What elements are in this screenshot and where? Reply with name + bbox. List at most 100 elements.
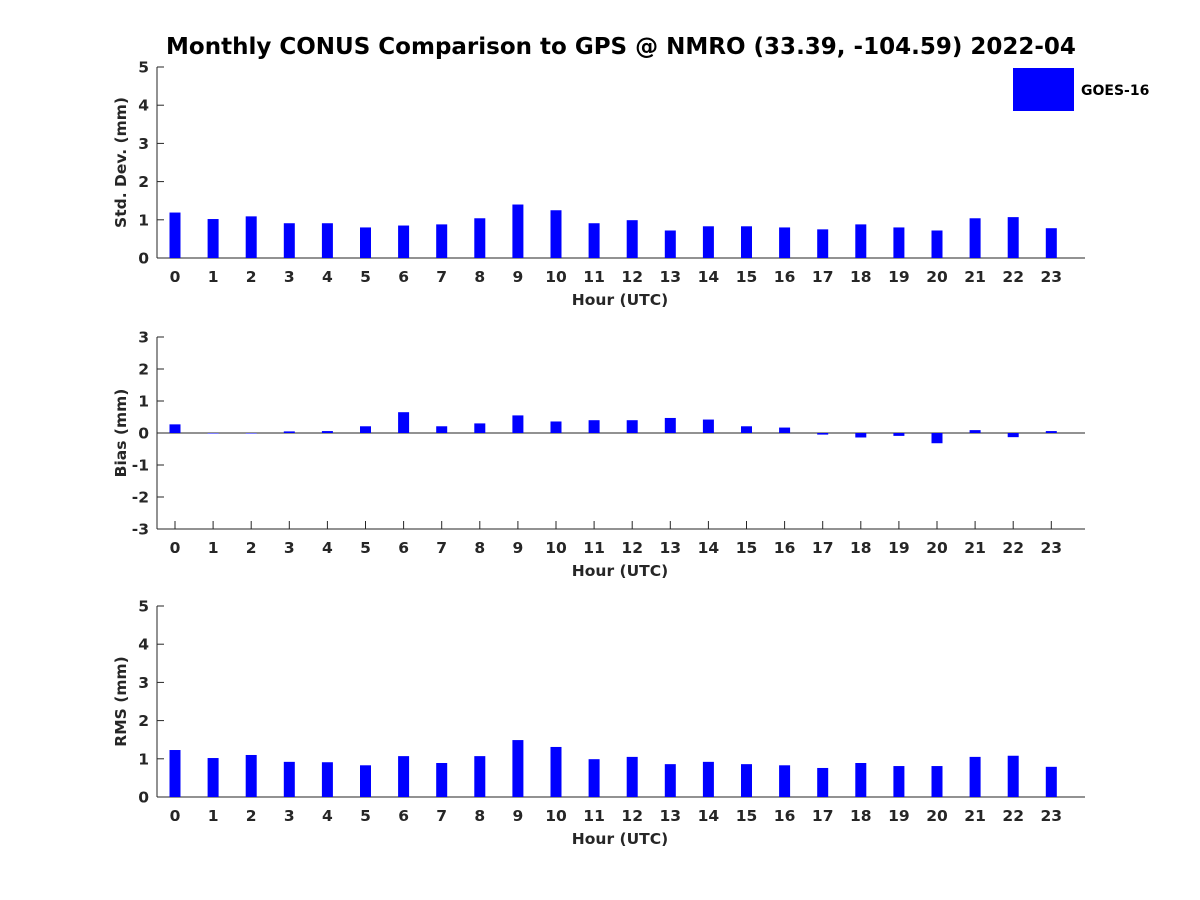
bar-hour-7 — [436, 224, 448, 258]
bar-hour-18 — [855, 224, 867, 258]
y-tick-label: 2 — [138, 361, 149, 379]
x-tick-label: 21 — [964, 539, 986, 557]
bar-hour-4 — [321, 762, 333, 797]
bar-hour-19 — [893, 766, 905, 797]
bar-hour-22 — [1007, 755, 1019, 797]
x-tick-label: 10 — [545, 268, 567, 286]
x-tick-label: 20 — [926, 539, 948, 557]
x-tick-label: 7 — [436, 539, 447, 557]
bar-hour-14 — [702, 419, 714, 433]
y-tick-label: -1 — [132, 457, 149, 475]
bar-hour-9 — [512, 415, 524, 433]
x-tick-label: 12 — [621, 807, 643, 825]
x-tick-label: 17 — [812, 807, 834, 825]
bar-hour-6 — [398, 412, 410, 433]
x-tick-label: 3 — [284, 268, 295, 286]
y-tick-label: 5 — [138, 598, 149, 616]
bar-hour-8 — [474, 218, 486, 258]
y-tick-label: 3 — [138, 135, 149, 153]
x-tick-label: 5 — [360, 539, 371, 557]
x-tick-label: 2 — [246, 807, 257, 825]
x-tick-label: 21 — [964, 807, 986, 825]
x-tick-label: 11 — [583, 807, 605, 825]
x-tick-label: 12 — [621, 268, 643, 286]
bar-hour-6 — [398, 756, 410, 797]
x-tick-label: 11 — [583, 268, 605, 286]
bar-hour-5 — [360, 426, 371, 433]
bar-hour-20 — [931, 230, 943, 258]
x-tick-label: 1 — [208, 807, 219, 825]
bar-hour-17 — [817, 229, 829, 258]
bar-hour-8 — [474, 423, 486, 433]
x-tick-label: 20 — [926, 268, 948, 286]
bar-hour-16 — [779, 227, 791, 258]
x-tick-label: 15 — [736, 539, 758, 557]
x-tick-label: 18 — [850, 539, 872, 557]
bar-hour-6 — [398, 225, 410, 258]
x-tick-label: 23 — [1041, 539, 1063, 557]
x-tick-label: 10 — [545, 807, 567, 825]
x-axis-label: Hour (UTC) — [572, 291, 668, 309]
x-tick-label: 18 — [850, 268, 872, 286]
x-tick-label: 6 — [398, 807, 409, 825]
x-tick-label: 23 — [1041, 268, 1063, 286]
bar-hour-10 — [550, 210, 562, 258]
bar-hour-15 — [741, 226, 752, 258]
bar-hour-13 — [664, 230, 676, 258]
y-tick-label: 1 — [138, 750, 149, 768]
x-tick-label: 22 — [1002, 268, 1024, 286]
y-tick-label: 3 — [138, 674, 149, 692]
y-tick-label: 4 — [138, 97, 149, 115]
x-tick-label: 9 — [513, 807, 524, 825]
bar-hour-3 — [283, 223, 295, 258]
x-tick-label: 9 — [513, 539, 524, 557]
x-tick-label: 14 — [698, 268, 720, 286]
x-tick-label: 22 — [1002, 539, 1024, 557]
y-tick-label: -3 — [132, 521, 149, 539]
y-tick-label: 1 — [138, 211, 149, 229]
y-axis-label: Std. Dev. (mm) — [112, 97, 130, 228]
x-tick-label: 5 — [360, 268, 371, 286]
bar-hour-2 — [245, 433, 257, 434]
bar-hour-23 — [1045, 431, 1057, 433]
x-tick-label: 0 — [170, 268, 181, 286]
x-tick-label: 7 — [436, 807, 447, 825]
bar-hour-21 — [969, 756, 981, 797]
x-tick-label: 2 — [246, 268, 257, 286]
bar-hour-12 — [626, 220, 638, 258]
bar-hour-23 — [1045, 766, 1057, 797]
x-tick-label: 3 — [284, 539, 295, 557]
bar-hour-1 — [207, 433, 219, 434]
bar-hour-21 — [969, 218, 981, 258]
bar-hour-12 — [626, 420, 638, 433]
y-tick-label: 0 — [138, 425, 149, 443]
bar-hour-13 — [664, 417, 676, 433]
bar-hour-17 — [817, 433, 829, 435]
x-tick-label: 15 — [736, 807, 758, 825]
y-axis-label: RMS (mm) — [112, 656, 130, 746]
x-tick-label: 3 — [284, 807, 295, 825]
legend: GOES-16 — [1013, 68, 1149, 111]
bar-hour-2 — [245, 754, 257, 797]
x-tick-label: 14 — [698, 539, 720, 557]
bar-hour-11 — [588, 759, 600, 797]
y-axis-label: Bias (mm) — [112, 389, 130, 478]
x-tick-label: 19 — [888, 268, 910, 286]
y-tick-label: 0 — [138, 789, 149, 807]
bar-hour-20 — [931, 766, 943, 797]
x-tick-label: 22 — [1002, 807, 1024, 825]
bar-hour-10 — [550, 746, 562, 797]
y-tick-label: 0 — [138, 250, 149, 268]
bar-hour-3 — [283, 761, 295, 797]
x-tick-label: 6 — [398, 539, 409, 557]
legend-label: GOES-16 — [1081, 83, 1149, 99]
x-tick-label: 17 — [812, 268, 834, 286]
bar-hour-22 — [1007, 433, 1019, 438]
x-tick-label: 9 — [513, 268, 524, 286]
bar-hour-14 — [702, 226, 714, 258]
x-tick-label: 10 — [545, 539, 567, 557]
bar-hour-19 — [893, 227, 905, 258]
